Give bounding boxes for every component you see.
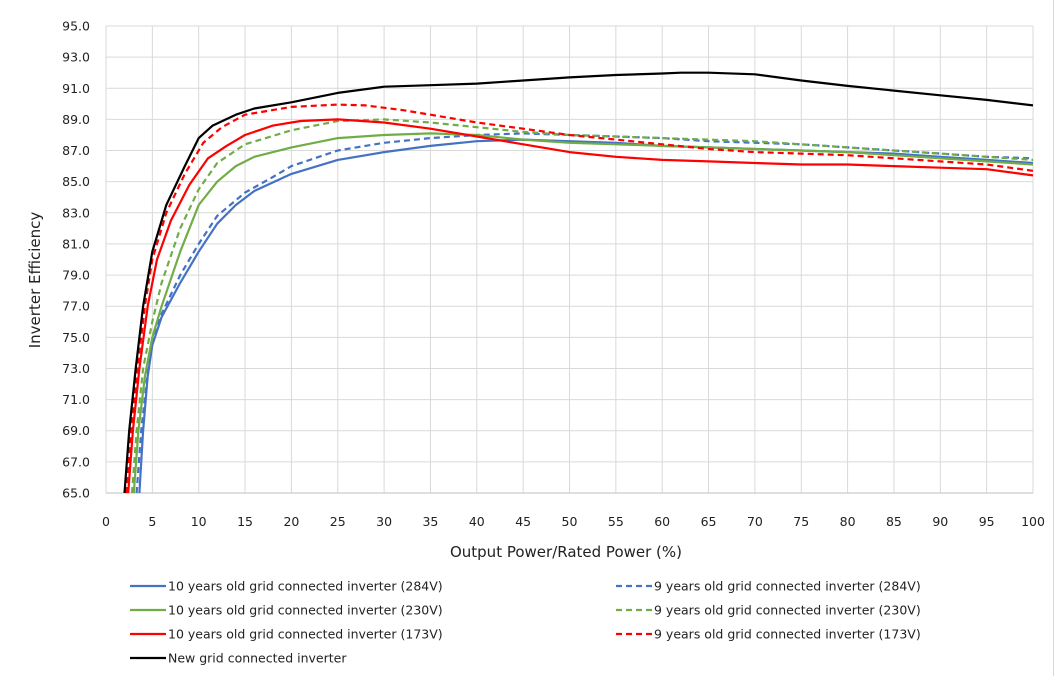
y-tick-label: 77.0: [62, 299, 90, 314]
y-tick-label: 85.0: [62, 174, 90, 189]
x-tick-label: 20: [283, 514, 299, 529]
legend-label: New grid connected inverter: [168, 651, 347, 666]
y-tick-label: 67.0: [62, 454, 90, 469]
series-line: [123, 71, 1033, 493]
legend-label: 10 years old grid connected inverter (23…: [168, 603, 443, 618]
series-line: [127, 118, 1033, 493]
series-line: [138, 138, 1033, 493]
y-tick-label: 83.0: [62, 205, 90, 220]
x-tick-label: 80: [840, 514, 856, 529]
series-line: [130, 118, 1033, 493]
y-tick-label: 75.0: [62, 330, 90, 345]
x-tick-label: 10: [191, 514, 207, 529]
legend-label: 10 years old grid connected inverter (28…: [168, 579, 443, 594]
tick-labels: 0 5 10 15 20 25 30 35 40 45 50 55 60 65 70 75 80 85 90 95 10…: [62, 19, 1045, 530]
legend: 10 years old grid connected inverter (28…: [130, 579, 921, 666]
x-tick-label: 50: [562, 514, 578, 529]
x-tick-label: 55: [608, 514, 624, 529]
legend-label: 9 years old grid connected inverter (230…: [654, 603, 921, 618]
x-tick-label: 65: [701, 514, 717, 529]
y-tick-label: 91.0: [62, 81, 90, 96]
series-line: [125, 103, 1033, 493]
gridlines: [105, 25, 1034, 494]
y-tick-label: 79.0: [62, 268, 90, 283]
y-tick-label: 69.0: [62, 423, 90, 438]
x-tick-label: 70: [747, 514, 763, 529]
y-tick-label: 71.0: [62, 392, 90, 407]
y-tick-label: 65.0: [62, 486, 90, 501]
legend-label: 9 years old grid connected inverter (284…: [654, 579, 921, 594]
x-tick-label: 0: [102, 514, 110, 529]
legend-label: 10 years old grid connected inverter (17…: [168, 627, 443, 642]
x-tick-label: 25: [330, 514, 346, 529]
y-tick-label: 87.0: [62, 143, 90, 158]
series-line: [135, 132, 1033, 493]
y-tick-label: 89.0: [62, 112, 90, 127]
y-tick-label: 73.0: [62, 361, 90, 376]
x-tick-label: 60: [654, 514, 670, 529]
y-axis-title: Inverter Efficiency: [26, 212, 44, 349]
x-tick-label: 40: [469, 514, 485, 529]
x-tick-label: 45: [515, 514, 531, 529]
x-tick-label: 15: [237, 514, 253, 529]
x-tick-label: 95: [979, 514, 995, 529]
y-tick-label: 93.0: [62, 50, 90, 65]
x-tick-label: 85: [886, 514, 902, 529]
y-tick-label: 95.0: [62, 19, 90, 34]
series-line: [132, 132, 1033, 493]
x-tick-label: 90: [932, 514, 948, 529]
x-axis-title: Output Power/Rated Power (%): [450, 543, 682, 561]
y-tick-label: 81.0: [62, 236, 90, 251]
x-tick-label: 100: [1021, 514, 1045, 529]
legend-label: 9 years old grid connected inverter (173…: [654, 627, 921, 642]
x-tick-label: 75: [793, 514, 809, 529]
series-lines: [123, 71, 1033, 493]
x-tick-label: 35: [422, 514, 438, 529]
x-tick-label: 5: [148, 514, 156, 529]
x-tick-label: 30: [376, 514, 392, 529]
